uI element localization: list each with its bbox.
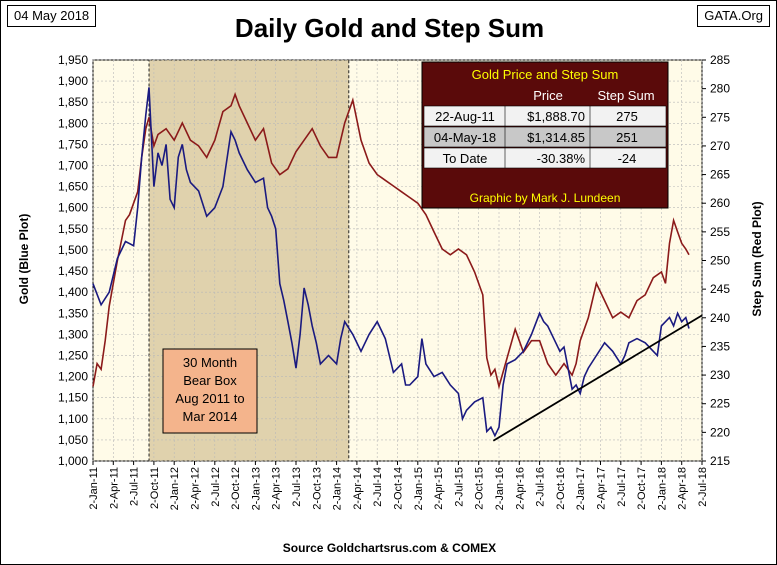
x-tick-labels: 2-Jan-11 2-Apr-11 2-Jul-11 2-Oct-11 2-Jan-12… [88,461,709,510]
y-left-tick-label: 1,050 [58,433,88,447]
chart-svg: 1,000 1,050 1,100 1,150 1,200 1,250 1,300 1,350… [17,53,764,510]
y-left-tick-label: 1,500 [58,243,88,257]
y-right-tick-label: 235 [710,339,730,353]
y-right-tick-label: 250 [710,254,730,268]
bear-box-annotation: 30 Month Bear Box Aug 2011 to Mar 2014 [162,348,258,434]
x-tick-label: 2-Jul-14 [372,467,384,507]
y-left-tick-label: 1,350 [58,306,88,320]
x-tick-label: 2-Jul-18 [697,467,709,507]
table-cell: -30.38% [537,151,586,166]
y-right-tick-label: 285 [710,53,730,67]
y-right-tick-label: 270 [710,139,730,153]
date-stamp: 04 May 2018 [7,5,97,27]
y-left-tick-label: 1,200 [58,370,88,384]
x-tick-label: 2-Jul-12 [210,467,222,507]
y-left-tick-label: 1,550 [58,222,88,236]
x-tick-label: 2-Apr-11 [108,467,120,509]
y-right-tick-label: 260 [710,196,730,210]
source-credit: Source Goldchartsrus.com & COMEX [282,541,497,555]
site-stamp: GATA.Org [697,5,770,27]
y-right-tick-label: 240 [710,311,730,325]
y-left-tick-label: 1,250 [58,348,88,362]
y-right-tick-label: 280 [710,82,730,96]
x-tick-label: 2-Jan-11 [88,467,100,510]
table-cell: To Date [443,151,488,166]
y-left-tick-label: 1,750 [58,137,88,151]
x-tick-label: 2-Apr-18 [677,467,689,510]
data-table: Gold Price and Step Sum Price Step Sum 2… [421,61,669,209]
y-left-tick-label: 1,150 [58,391,88,405]
y-left-axis-label: Gold (Blue Plot) [17,214,31,305]
x-tick-label: 2-Jan-16 [494,467,506,510]
y-right-tick-labels: 215 220 225 230 235 240 245 250 255 260 265 270 275 2… [702,53,730,468]
y-left-tick-label: 1,600 [58,201,88,215]
table-cell: 275 [616,109,638,124]
y-right-tick-label: 275 [710,110,730,124]
y-left-tick-label: 1,100 [58,412,88,426]
x-tick-label: 2-Apr-12 [190,467,202,510]
y-left-tick-label: 1,700 [58,159,88,173]
x-tick-label: 2-Jan-18 [656,467,668,510]
table-title: Gold Price and Step Sum [472,67,619,82]
y-left-tick-label: 1,850 [58,95,88,109]
bear-label-line-3: Aug 2011 to [175,391,244,406]
x-tick-label: 2-Jul-11 [129,467,141,506]
x-tick-label: 2-Oct-11 [149,467,161,509]
y-right-tick-label: 220 [710,425,730,439]
y-left-tick-labels: 1,000 1,050 1,100 1,150 1,200 1,250 1,300 1,350… [58,53,88,468]
y-right-axis-label: Step Sum (Red Plot) [750,201,764,316]
x-tick-label: 2-Jan-17 [575,467,587,510]
x-tick-label: 2-Jan-13 [250,467,262,510]
x-tick-label: 2-Apr-13 [271,467,283,510]
y-right-tick-label: 255 [710,225,730,239]
x-tick-label: 2-Jan-14 [332,467,344,510]
x-tick-label: 2-Apr-16 [514,467,526,510]
table-header-price: Price [533,88,563,103]
x-tick-label: 2-Jul-16 [535,467,547,507]
x-tick-label: 2-Oct-12 [230,467,242,510]
bear-label-line-4: Mar 2014 [183,409,238,424]
x-tick-label: 2-Jul-13 [291,467,303,507]
table-cell: $1,314.85 [527,130,585,145]
table-cell: -24 [618,151,637,166]
y-left-tick-label: 1,800 [58,116,88,130]
x-tick-label: 2-Jul-17 [616,467,628,507]
y-left-tick-label: 1,000 [58,454,88,468]
x-tick-label: 2-Jan-15 [413,467,425,510]
gold-price-line [92,87,690,438]
y-left-tick-label: 1,650 [58,180,88,194]
x-tick-label: 2-Jul-15 [453,467,465,507]
y-left-tick-label: 1,950 [58,53,88,67]
support-trendline [492,314,703,442]
y-left-tick-label: 1,300 [58,327,88,341]
table-header-stepsum: Step Sum [597,88,654,103]
x-tick-label: 2-Apr-17 [596,467,608,510]
table-cell: $1,888.70 [527,109,585,124]
x-tick-label: 2-Apr-15 [433,467,445,510]
y-right-tick-label: 245 [710,282,730,296]
table-cell: 04-May-18 [434,130,496,145]
y-left-tick-label: 1,900 [58,74,88,88]
y-right-tick-label: 225 [710,397,730,411]
bear-label-line-1: 30 Month [183,355,237,370]
y-right-tick-label: 230 [710,368,730,382]
x-tick-label: 2-Oct-16 [555,467,567,510]
x-tick-label: 2-Apr-14 [352,467,364,510]
x-tick-label: 2-Oct-14 [393,467,405,510]
x-tick-label: 2-Oct-15 [474,467,486,510]
y-left-tick-label: 1,400 [58,285,88,299]
table-cell: 22-Aug-11 [435,109,495,124]
bear-label-line-2: Bear Box [183,373,237,388]
y-left-tick-label: 1,450 [58,264,88,278]
x-tick-label: 2-Oct-17 [636,467,648,510]
y-right-tick-label: 215 [710,454,730,468]
x-tick-label: 2-Jan-12 [169,467,181,510]
table-cell: 251 [616,130,638,145]
x-tick-label: 2-Oct-13 [311,467,323,510]
y-right-tick-label: 265 [710,168,730,182]
table-credit: Graphic by Mark J. Lundeen [470,191,621,205]
step-sum-line [92,92,690,390]
chart-title: Daily Gold and Step Sum [234,13,545,43]
